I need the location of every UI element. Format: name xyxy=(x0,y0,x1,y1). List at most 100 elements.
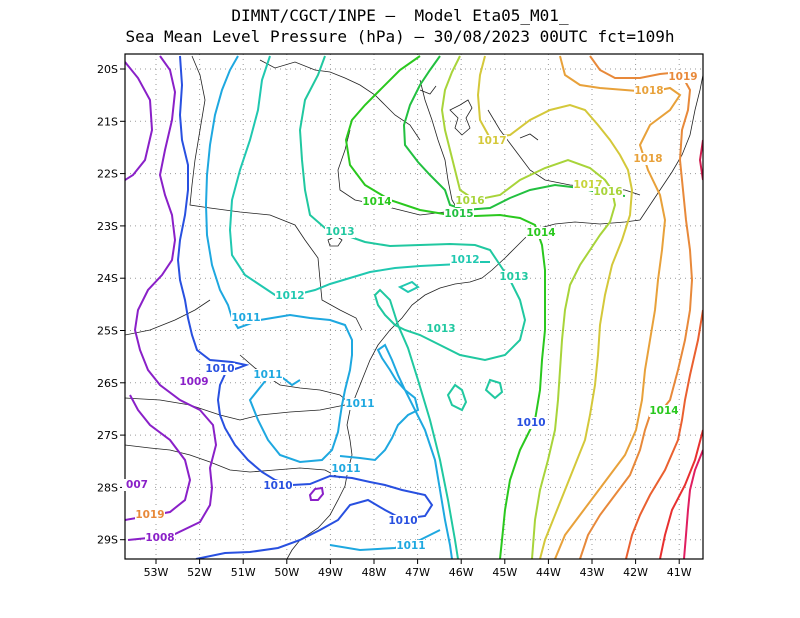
contour-label: 1014 xyxy=(362,196,391,208)
plot-area xyxy=(125,54,703,559)
contour-label: 1009 xyxy=(179,376,208,388)
contour-label-bg xyxy=(516,417,546,429)
isobar-1013-loop1 xyxy=(446,383,468,412)
isobar-1010-small xyxy=(308,486,325,501)
isobar-1020 xyxy=(625,309,703,559)
contour-label: 1011 xyxy=(253,369,282,381)
state-border-9 xyxy=(125,299,211,336)
lat-tick-label: 20S xyxy=(97,63,118,76)
isobar-1019 xyxy=(579,55,694,559)
contour-label: 1010 xyxy=(205,363,234,375)
contour-label-bg xyxy=(145,532,175,544)
contour-label-bg xyxy=(388,515,418,527)
contour-label-bg xyxy=(231,312,261,324)
isobar-1011 xyxy=(204,55,353,464)
isobar-1014 xyxy=(344,55,546,559)
contour-label-bg xyxy=(263,480,293,492)
contour-label: 1013 xyxy=(499,271,528,283)
state-border-7 xyxy=(419,79,459,211)
isobar-1011-b xyxy=(329,529,441,552)
lon-tick-label: 41W xyxy=(667,566,692,579)
contour-labels: 1019101810171017101610161018101410151014… xyxy=(122,71,698,552)
contour-label-bg xyxy=(325,226,355,238)
contour-label-bg xyxy=(634,85,664,97)
state-border-6 xyxy=(337,129,446,216)
contour-label-bg xyxy=(455,195,485,207)
state-border-1 xyxy=(189,55,363,331)
contour-label: 1011 xyxy=(396,540,425,552)
contour-label: 1019 xyxy=(135,509,164,521)
contour-label-bg xyxy=(450,254,480,266)
state-border-3 xyxy=(125,444,341,479)
contour-label: 1010 xyxy=(263,480,292,492)
contour-label-bg xyxy=(205,363,235,375)
map-title-line1: DIMNT/CGCT/INPE – Model Eta05_M01_ xyxy=(231,6,569,25)
contour-label-bg xyxy=(649,405,679,417)
state-border-5 xyxy=(259,59,421,141)
contour-label-bg xyxy=(331,463,361,475)
lon-tick-label: 53W xyxy=(144,566,169,579)
contour-label: 1016 xyxy=(593,186,622,198)
isobar-1010 xyxy=(176,55,434,559)
lat-tick-label: 27S xyxy=(97,429,118,442)
contour-label-bg xyxy=(444,208,474,220)
contour-label-bg xyxy=(275,290,305,302)
lon-tick-label: 46W xyxy=(449,566,474,579)
contour-label-bg xyxy=(253,369,283,381)
contour-label: 1016 xyxy=(455,195,484,207)
gridlines xyxy=(125,54,703,559)
contour-label: 1013 xyxy=(426,323,455,335)
contour-label-bg xyxy=(668,71,698,83)
coastline-northeast xyxy=(639,74,703,221)
isobar-1022 xyxy=(683,449,703,559)
contour-label-bg xyxy=(499,271,529,283)
contour-label: 1011 xyxy=(231,312,260,324)
lon-tick-label: 51W xyxy=(231,566,256,579)
contour-label-bg xyxy=(633,153,663,165)
lat-tick-label: 29S xyxy=(97,534,118,547)
contour-label: 1015 xyxy=(444,208,473,220)
contour-label-bg xyxy=(396,540,426,552)
contour-label-bg xyxy=(362,196,392,208)
contour-label: 1011 xyxy=(331,463,360,475)
lon-tick-label: 44W xyxy=(536,566,561,579)
isobar-1011-south xyxy=(339,343,453,559)
contour-label: 1010 xyxy=(388,515,417,527)
isobar-1015 xyxy=(402,55,626,212)
state-border-2 xyxy=(125,397,346,421)
contour-label-bg xyxy=(345,398,375,410)
lat-tick-label: 23S xyxy=(97,220,118,233)
map-title-line2: Sea Mean Level Pressure (hPa) – 30/08/20… xyxy=(125,27,675,46)
isobar-1012-b xyxy=(397,280,420,294)
plot-frame xyxy=(124,53,704,560)
isobar-1013 xyxy=(298,55,527,559)
lat-tick-label: 28S xyxy=(97,481,118,494)
isobars xyxy=(125,55,703,559)
contour-label-bg xyxy=(122,479,152,491)
lat-tick-label: 24S xyxy=(97,272,118,285)
lon-tick-label: 43W xyxy=(580,566,605,579)
contour-label: 1018 xyxy=(633,153,662,165)
reservoirs xyxy=(327,85,539,247)
contour-label: 1017 xyxy=(477,135,506,147)
lat-tick-label: 25S xyxy=(97,325,118,338)
contour-label: 1013 xyxy=(325,226,354,238)
lat-tick-label: 22S xyxy=(97,168,118,181)
lon-tick-label: 50W xyxy=(274,566,299,579)
contour-label: 1010 xyxy=(516,417,545,429)
isobar-1008-loop xyxy=(125,61,154,181)
contour-label-bg xyxy=(477,135,507,147)
contour-label-bg xyxy=(135,509,165,521)
lon-tick-label: 42W xyxy=(623,566,648,579)
lat-tick-label: 21S xyxy=(97,115,118,128)
contour-label-bg xyxy=(526,227,556,239)
axis-ticks: 53W 52W 51W 50W 49W 48W 47W 46W 45W 44W 43W 42W 41W 2… xyxy=(97,63,692,579)
lon-tick-label: 47W xyxy=(405,566,430,579)
contour-label: 1014 xyxy=(649,405,678,417)
contour-label: 1012 xyxy=(450,254,479,266)
contour-label: 1012 xyxy=(275,290,304,302)
contour-label: 1014 xyxy=(526,227,555,239)
isobar-1018 xyxy=(554,55,682,559)
lon-tick-label: 49W xyxy=(318,566,343,579)
